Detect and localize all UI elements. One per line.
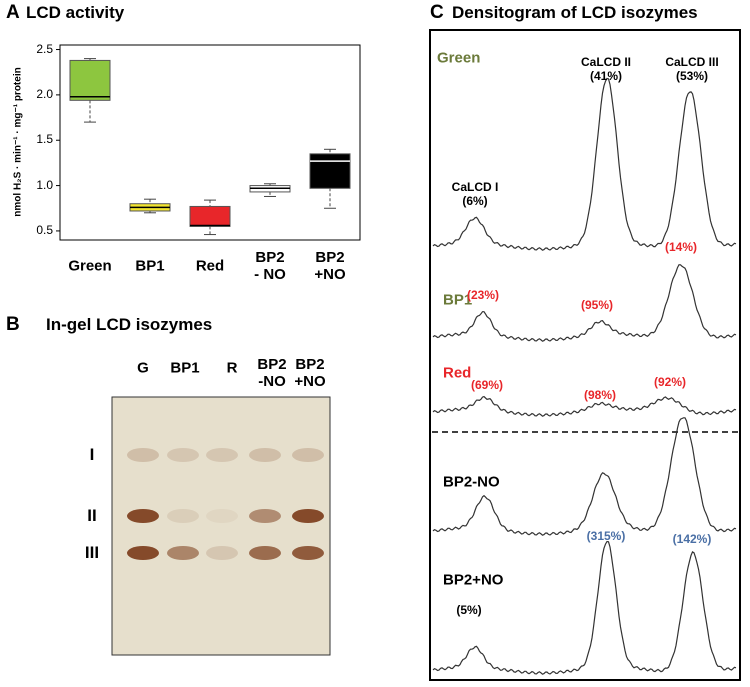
gel-band xyxy=(167,546,199,560)
peak-label: (142%) xyxy=(672,532,712,547)
trace-name: BP2+NO xyxy=(443,571,504,589)
box xyxy=(189,205,231,227)
y-tick-label: 2.5 xyxy=(36,41,53,56)
gel-band xyxy=(292,546,324,560)
plot-frame xyxy=(59,44,361,241)
box xyxy=(69,59,111,101)
gel-band xyxy=(292,448,324,462)
peak-label: (69%) xyxy=(470,378,504,393)
peak-label: (92%) xyxy=(653,375,687,390)
gel-band xyxy=(206,546,238,560)
trace-name: Red xyxy=(443,364,472,382)
trace-name: BP1 xyxy=(443,291,473,309)
gel-band xyxy=(249,509,281,523)
lane-label: G xyxy=(137,359,149,377)
x-tick-label: BP2 - NO xyxy=(254,248,286,283)
panel-letter: B xyxy=(6,314,20,336)
gel-band xyxy=(206,448,238,462)
band-label: II xyxy=(87,506,97,526)
peak-label: (14%) xyxy=(664,240,698,255)
gel-band xyxy=(127,448,159,462)
lane-label: R xyxy=(226,359,238,377)
y-tick-label: 1.5 xyxy=(36,132,53,147)
gel-band xyxy=(127,509,159,523)
box xyxy=(309,153,351,189)
panel-letter: A xyxy=(6,2,20,24)
y-tick-label: 2.0 xyxy=(36,86,53,101)
gel-band xyxy=(127,546,159,560)
x-tick-label: Green xyxy=(68,257,112,275)
lane-label: BP2 +NO xyxy=(294,355,326,390)
densitogram-trace xyxy=(432,264,737,342)
trace-name: Green xyxy=(437,49,481,67)
peak-label: (98%) xyxy=(583,388,617,403)
gel-band xyxy=(167,448,199,462)
gel-band xyxy=(292,509,324,523)
y-axis-label: nmol H₂S · min⁻¹ · mg⁻¹ protein xyxy=(12,67,24,217)
peak-label: CaLCD I (6%) xyxy=(451,180,499,208)
panel-title: LCD activity xyxy=(26,3,125,23)
band-label: I xyxy=(89,445,95,465)
y-tick-label: 1.0 xyxy=(36,177,53,192)
peak-label: (23%) xyxy=(466,288,500,303)
densitogram-trace xyxy=(432,540,737,675)
x-tick-label: Red xyxy=(195,257,225,275)
peak-label: (95%) xyxy=(580,298,614,313)
densitogram-trace xyxy=(432,77,737,251)
peak-label: CaLCD III (53%) xyxy=(665,55,719,83)
densitogram-frame xyxy=(429,29,741,681)
band-label: III xyxy=(84,543,100,563)
densitogram-trace xyxy=(432,395,737,417)
x-tick-label: BP2 +NO xyxy=(314,248,346,283)
peak-label: CaLCD II (41%) xyxy=(580,55,632,83)
y-tick-label: 0.5 xyxy=(36,223,53,238)
gel-image xyxy=(111,396,331,656)
panel-title: Densitogram of LCD isozymes xyxy=(452,3,698,23)
panel-letter: C xyxy=(430,2,444,24)
x-tick-label: BP1 xyxy=(135,257,165,275)
gel-band xyxy=(249,448,281,462)
lane-label: BP1 xyxy=(170,359,200,377)
panel-title: In-gel LCD isozymes xyxy=(46,315,213,335)
peak-label: (5%) xyxy=(456,603,482,618)
gel-band xyxy=(249,546,281,560)
trace-name: BP2-NO xyxy=(443,473,500,491)
peak-label: (315%) xyxy=(586,529,626,544)
lane-label: BP2 -NO xyxy=(257,355,287,390)
densitogram-trace xyxy=(432,417,737,536)
gel-band xyxy=(167,509,199,523)
gel-band xyxy=(206,509,238,523)
